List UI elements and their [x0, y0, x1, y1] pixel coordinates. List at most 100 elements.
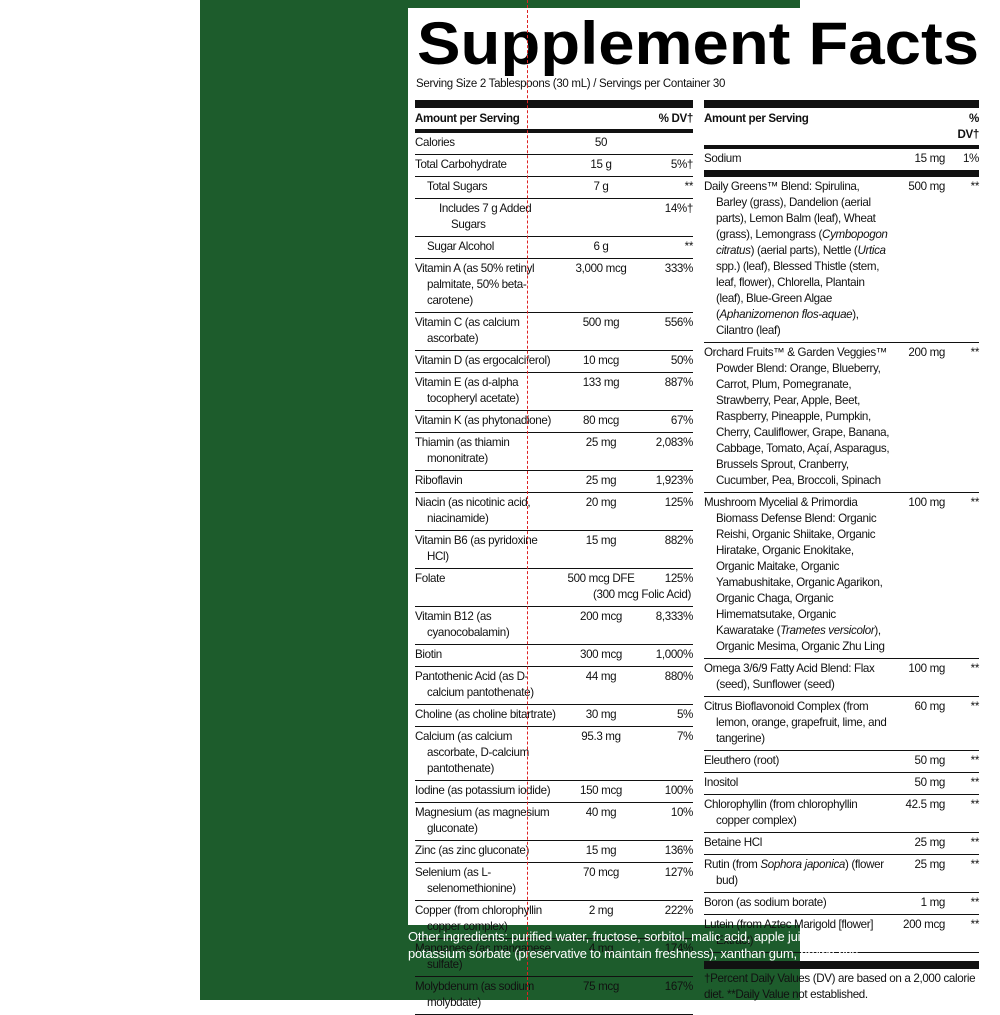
- amount: 300 mcg: [579, 648, 623, 661]
- name-part: Mushroom Mycelial & Primordia Biomass De…: [704, 496, 883, 637]
- daily-value: [643, 135, 693, 151]
- nutrient-name: Inositol: [704, 775, 893, 791]
- fact-row: Includes 7 g Added Sugars 14%†: [415, 199, 693, 237]
- name-text: Calories: [415, 136, 455, 149]
- daily-value: 67%: [670, 414, 694, 427]
- nutrient-name: Iodine (as potassium iodide): [415, 783, 559, 799]
- fact-row: Vitamin E (as d-alpha tocopheryl acetate…: [415, 373, 693, 411]
- fact-row: Mushroom Mycelial & Primordia Biomass De…: [704, 493, 979, 659]
- fact-row: Selenium (as L-selenomethionine) 70 mcg 12…: [415, 863, 693, 901]
- name-text: Selenium (as L-selenomethionine): [415, 866, 516, 895]
- fact-row: Calcium (as calcium ascorbate, D-calcium…: [415, 727, 693, 781]
- fact-row: Thiamin (as thiamin mononitrate) 25 mg 2,0…: [415, 433, 693, 471]
- nutrient-name: Niacin (as nicotinic acid, niacinamide): [415, 495, 559, 527]
- fact-row: Niacin (as nicotinic acid, niacinamide) 2…: [415, 493, 693, 531]
- fact-row: Molybdenum (as sodium molybdate) 75 mcg 16…: [415, 977, 693, 1015]
- daily-value: 14%†: [664, 202, 694, 215]
- amount: 25 mg: [585, 474, 617, 487]
- name-text: Iodine (as potassium iodide): [415, 784, 551, 797]
- fact-row: Iodine (as potassium iodide) 150 mcg 100%: [415, 781, 693, 803]
- nutrient-name: Calcium (as calcium ascorbate, D-calcium…: [415, 729, 559, 777]
- daily-value: 136%: [664, 844, 694, 857]
- amount: 80 mcg: [583, 414, 619, 427]
- nutrient-name: Vitamin A (as 50% retinyl palmitate, 50%…: [415, 261, 559, 309]
- header-dv: % DV†: [957, 112, 979, 141]
- daily-value: 222%: [664, 904, 694, 917]
- daily-value: 887%: [664, 376, 694, 389]
- daily-value: **: [970, 918, 980, 931]
- nutrient-name: Boron (as sodium borate): [704, 895, 893, 911]
- daily-value: 1,923%: [655, 474, 694, 487]
- daily-value: **: [970, 700, 980, 713]
- footnote: †Percent Daily Values (DV) are based on …: [704, 961, 979, 1003]
- nutrient-name: Total Sugars: [415, 179, 559, 195]
- daily-value: **: [970, 496, 980, 509]
- amount: 200 mg: [908, 346, 945, 359]
- nutrient-name: Pantothenic Acid (as D-calcium pantothen…: [415, 669, 559, 701]
- name-text: Total Sugars: [427, 180, 488, 193]
- fact-row: Vitamin C (as calcium ascorbate) 500 mg 55…: [415, 313, 693, 351]
- nutrient-name: Vitamin C (as calcium ascorbate): [415, 315, 559, 347]
- other-ingredients: Other ingredients: purified water, fruct…: [408, 929, 965, 961]
- name-part: ) (aerial parts), Nettle (: [750, 244, 858, 257]
- name-text: Zinc (as zinc gluconate): [415, 844, 530, 857]
- fact-row: Sugar Alcohol 6 g **: [415, 237, 693, 259]
- amount: 1 mg: [920, 896, 946, 909]
- fact-row: Inositol 50 mg **: [704, 773, 979, 795]
- fact-row: Vitamin K (as phytonadione) 80 mcg 67%: [415, 411, 693, 433]
- daily-value: 7%: [676, 730, 693, 743]
- fact-row: Omega 3/6/9 Fatty Acid Blend: Flax (seed…: [704, 659, 979, 697]
- nutrient-name: Vitamin B12 (as cyanocobalamin): [415, 609, 559, 641]
- fact-row: Sodium 15 mg 1%: [704, 149, 979, 177]
- fact-row: Betaine HCl 25 mg **: [704, 833, 979, 855]
- amount: 15 mg: [914, 152, 946, 165]
- fact-row: Zinc (as zinc gluconate) 15 mg 136%: [415, 841, 693, 863]
- daily-value: 556%: [664, 316, 694, 329]
- name-text: Copper (from chlorophyllin copper comple…: [415, 904, 542, 933]
- name-text: Vitamin K (as phytonadione): [415, 414, 551, 427]
- right-column: Amount per Serving % DV† Sodium 15 mg 1% Dail…: [704, 100, 979, 1003]
- nutrient-name: Selenium (as L-selenomethionine): [415, 865, 559, 897]
- name-text: Niacin (as nicotinic acid, niacinamide): [415, 496, 531, 525]
- fact-row: Total Carbohydrate 15 g 5%†: [415, 155, 693, 177]
- name-text: Folate: [415, 572, 446, 585]
- name-text: Vitamin D (as ergocalciferol): [415, 354, 551, 367]
- amount: 25 mg: [914, 836, 946, 849]
- fact-row: Vitamin B6 (as pyridoxine HCl) 15 mg 882%: [415, 531, 693, 569]
- daily-value: 50%: [670, 354, 694, 367]
- name-text: Riboflavin: [415, 474, 463, 487]
- amount: 7 g: [593, 180, 609, 193]
- amount: 15 mg: [585, 844, 617, 857]
- amount: 50 mg: [914, 776, 946, 789]
- amount: 20 mg: [585, 496, 617, 509]
- fact-row: Choline (as choline bitartrate) 30 mg 5%: [415, 705, 693, 727]
- daily-value: **: [970, 776, 980, 789]
- nutrient-name: Betaine HCl: [704, 835, 893, 851]
- amount: 50 mg: [914, 754, 946, 767]
- title: Supplement Facts: [417, 14, 979, 76]
- name-text: Vitamin B12 (as cyanocobalamin): [415, 610, 510, 639]
- name-text: Biotin: [415, 648, 442, 661]
- fact-row: Magnesium (as magnesium gluconate) 40 mg 1…: [415, 803, 693, 841]
- amount: 200 mcg: [902, 918, 945, 931]
- amount: 40 mg: [585, 806, 617, 819]
- daily-value: 2,083%: [655, 436, 694, 449]
- daily-value: **: [970, 798, 980, 811]
- nutrient-name: Rutin (from Sophora japonica) (flower bu…: [704, 857, 893, 889]
- nutrient-name: Vitamin E (as d-alpha tocopheryl acetate…: [415, 375, 559, 407]
- fact-row: Eleuthero (root) 50 mg **: [704, 751, 979, 773]
- name-text: Vitamin C (as calcium ascorbate): [415, 316, 520, 345]
- nutrient-name: Vitamin B6 (as pyridoxine HCl): [415, 533, 559, 565]
- nutrient-name: Riboflavin: [415, 473, 559, 489]
- name-text: Choline (as choline bitartrate): [415, 708, 556, 721]
- nutrient-name: Citrus Bioflavonoid Complex (from lemon,…: [704, 699, 893, 747]
- fact-row: Orchard Fruits™ & Garden Veggies™ Powder…: [704, 343, 979, 493]
- daily-value: 127%: [664, 866, 694, 879]
- name-text: Lutein (from Aztec Marigold [flower] Ext…: [704, 918, 874, 947]
- name-text: Vitamin E (as d-alpha tocopheryl acetate…: [415, 376, 519, 405]
- fact-row: Chlorophyllin (from chlorophyllin copper…: [704, 795, 979, 833]
- daily-value: 8,333%: [655, 610, 694, 623]
- nutrient-name: Lutein (from Aztec Marigold [flower] Ext…: [704, 917, 893, 949]
- header-amount: Amount per Serving: [704, 112, 809, 125]
